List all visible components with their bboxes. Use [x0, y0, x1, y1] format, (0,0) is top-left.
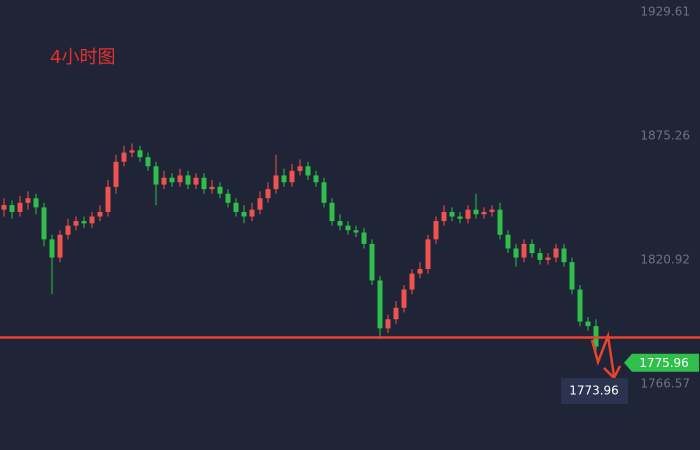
candle-body	[497, 209, 503, 235]
crosshair-label-box	[561, 378, 628, 404]
candle-body	[113, 161, 119, 187]
candle-body	[41, 207, 47, 240]
candle-body	[433, 221, 439, 240]
candle-body	[209, 186, 215, 190]
candle-body	[529, 243, 535, 254]
candle-body	[505, 234, 511, 249]
candle-body	[233, 202, 239, 212]
candle-body	[457, 216, 463, 219]
candle-body	[97, 211, 103, 217]
candle-body	[577, 289, 583, 322]
candle-body	[345, 225, 351, 231]
candle-body	[289, 170, 295, 183]
candle-body	[225, 193, 231, 203]
candle-body	[513, 248, 519, 258]
candle-body	[89, 216, 95, 224]
candle-body	[145, 157, 151, 167]
candle-body	[361, 232, 367, 244]
candle-body	[521, 243, 527, 258]
candle-body	[377, 280, 383, 329]
candle-body	[257, 198, 263, 210]
candle-body	[369, 243, 375, 281]
candle-body	[137, 150, 143, 158]
chart-title: 4小时图	[50, 47, 115, 68]
candle-body	[161, 177, 167, 185]
candle-body	[537, 253, 543, 260]
candle-body	[33, 198, 39, 208]
candle-body	[121, 152, 127, 162]
candle-body	[49, 239, 55, 258]
candle-body	[9, 205, 15, 212]
candle-body	[553, 248, 559, 258]
price-label-box	[624, 353, 699, 372]
candle-body	[281, 175, 287, 183]
candle-body	[473, 209, 479, 215]
candle-body	[81, 221, 87, 224]
candle-body	[561, 248, 567, 263]
candle-body	[265, 189, 271, 199]
crosshair-label: 1773.96	[569, 384, 619, 398]
candle-body	[201, 177, 207, 190]
candle-body	[273, 175, 279, 190]
candle-body	[569, 262, 575, 290]
candle-body	[17, 202, 23, 212]
candle-body	[409, 273, 415, 290]
y-tick-label: 1929.61	[640, 4, 690, 18]
y-tick-label: 1820.92	[640, 253, 690, 267]
candle-body	[1, 205, 7, 210]
candle-body	[177, 175, 183, 183]
candle-body	[417, 269, 423, 274]
candle-body	[57, 234, 63, 258]
candle-body	[481, 211, 487, 215]
candle-body	[241, 211, 247, 217]
candle-body	[73, 221, 79, 226]
y-tick-label: 1875.26	[640, 129, 690, 143]
candle-body	[185, 175, 191, 185]
candle-body	[465, 209, 471, 219]
candle-body	[585, 321, 591, 327]
candle-body	[25, 198, 31, 203]
candle-body	[169, 177, 175, 183]
candle-body	[321, 182, 327, 203]
candle-body	[425, 239, 431, 270]
candle-body	[313, 175, 319, 183]
candle-body	[105, 186, 111, 212]
candle-body	[441, 211, 447, 222]
candle-body	[489, 209, 495, 212]
candle-body	[217, 186, 223, 194]
candle-body	[449, 211, 455, 217]
candle-body	[65, 225, 71, 235]
candle-body	[401, 289, 407, 308]
candle-body	[393, 307, 399, 320]
candle-body	[249, 209, 255, 217]
candle-body	[193, 177, 199, 185]
candle-body	[353, 230, 359, 233]
candle-body	[153, 166, 159, 185]
candle-body	[337, 221, 343, 226]
candle-body	[129, 150, 135, 153]
candle-body	[385, 319, 391, 329]
price-label: 1775.96	[639, 356, 689, 370]
candle-body	[545, 257, 551, 260]
candle-body	[297, 166, 303, 171]
candle-body	[305, 166, 311, 176]
y-tick-label: 1766.57	[640, 377, 690, 391]
arrow-path	[590, 331, 616, 377]
candle-body	[329, 202, 335, 222]
